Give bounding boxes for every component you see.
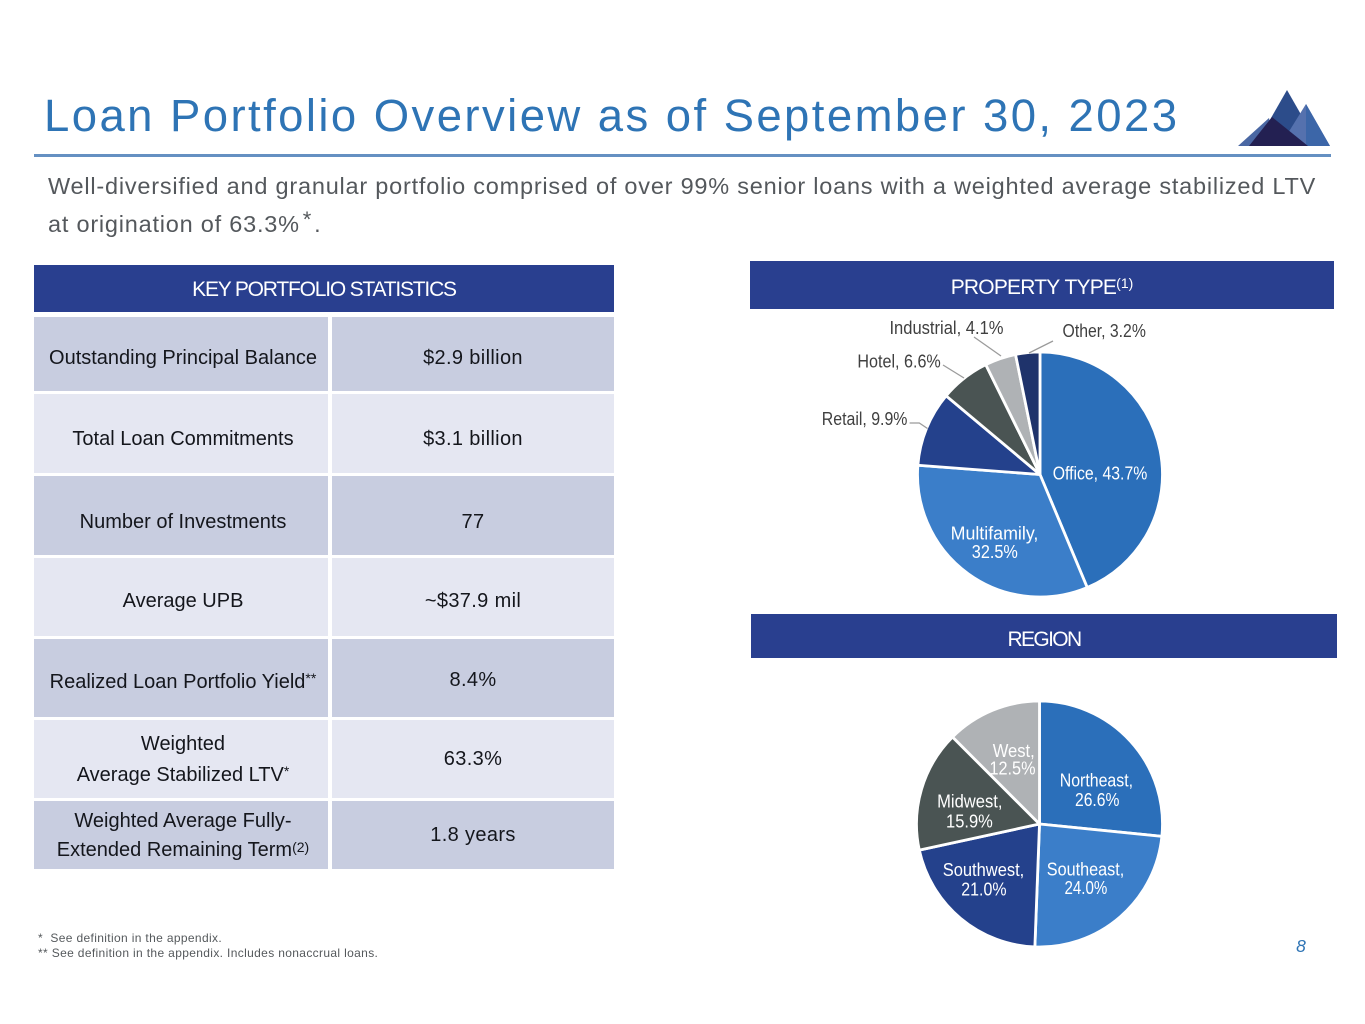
svg-text:24.0%: 24.0% [1065, 878, 1108, 898]
svg-text:Southeast,: Southeast, [1047, 859, 1124, 879]
svg-text:32.5%: 32.5% [972, 542, 1018, 562]
svg-text:Office, 43.7%: Office, 43.7% [1053, 463, 1148, 483]
svg-text:Northeast,: Northeast, [1060, 771, 1133, 791]
svg-text:West,: West, [993, 741, 1035, 761]
svg-text:12.5%: 12.5% [990, 759, 1036, 779]
svg-text:21.0%: 21.0% [961, 880, 1006, 900]
svg-text:Southwest,: Southwest, [943, 860, 1025, 880]
svg-text:26.6%: 26.6% [1075, 790, 1119, 810]
svg-text:Other, 3.2%: Other, 3.2% [1063, 321, 1146, 341]
svg-text:Multifamily,: Multifamily, [951, 523, 1039, 543]
svg-text:Midwest,: Midwest, [937, 792, 1002, 812]
svg-text:15.9%: 15.9% [946, 812, 993, 832]
svg-text:Hotel, 6.6%: Hotel, 6.6% [857, 352, 940, 372]
svg-text:Industrial, 4.1%: Industrial, 4.1% [889, 318, 1003, 338]
svg-text:Retail, 9.9%: Retail, 9.9% [822, 409, 908, 429]
